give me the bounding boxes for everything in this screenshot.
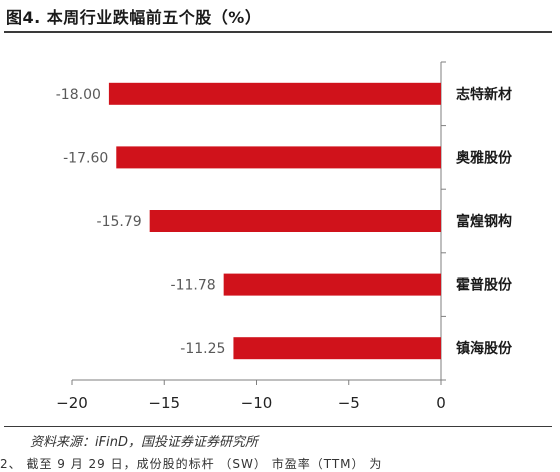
bottom-rule <box>4 426 552 427</box>
bar-2 <box>116 146 441 169</box>
title-rule <box>4 31 552 33</box>
category-label: 霍普股份 <box>456 277 513 294</box>
chart-axes: −20 −15 −10 −5 0 <box>56 61 446 412</box>
truncated-body-text: 2、 截至 9 月 29 日，成份股的标杆 （SW） 市盈率（TTM） 为 <box>0 457 383 471</box>
category-label: 富煌钢构 <box>456 213 512 230</box>
bar-3 <box>149 210 441 232</box>
value-label: -11.25 <box>180 341 225 357</box>
x-tick-label: −20 <box>56 394 88 412</box>
chart-labels: -18.00 志特新材 -17.60 奥雅股份 -15.79 富煌钢构 -11.78 霍普股份… <box>56 86 513 357</box>
x-tick-label: −15 <box>148 394 180 412</box>
x-tick-label: −10 <box>241 394 273 412</box>
value-label: -11.78 <box>171 278 216 294</box>
value-label: -17.60 <box>63 150 108 166</box>
x-tick-label: 0 <box>436 394 446 412</box>
figure-title: 图4. 本周行业跌幅前五个股（%） <box>6 8 262 27</box>
chart-bars <box>108 82 442 360</box>
value-label: -15.79 <box>97 214 142 230</box>
bar-5 <box>233 337 441 360</box>
value-label: -18.00 <box>56 87 101 103</box>
category-label: 镇海股份 <box>456 340 513 357</box>
bar-4 <box>223 273 441 296</box>
source-note: 资料来源：iFinD，国投证券证券研究所 <box>30 435 258 450</box>
bar-1 <box>108 82 442 105</box>
category-label: 奥雅股份 <box>456 149 513 166</box>
bar-chart: −20 −15 −10 −5 0 -18.00 志特新材 -17.60 奥雅股份 -15.79 富… <box>56 61 513 412</box>
category-label: 志特新材 <box>456 86 512 103</box>
x-tick-label: −5 <box>338 394 360 412</box>
